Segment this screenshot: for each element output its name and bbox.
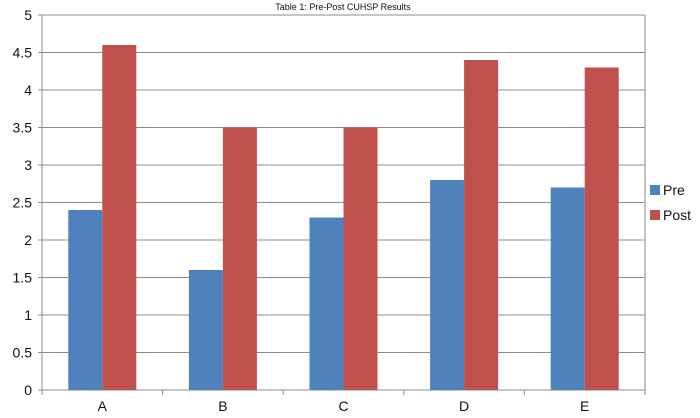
y-tick-label: 1 bbox=[24, 307, 32, 323]
bar-pre-a bbox=[68, 210, 103, 390]
y-tick-label: 4.5 bbox=[13, 45, 33, 61]
bar-pre-c bbox=[309, 217, 344, 390]
bar-pre-d bbox=[430, 180, 465, 390]
legend-label-pre: Pre bbox=[663, 182, 685, 198]
y-tick-label: 3 bbox=[24, 157, 32, 173]
bar-post-a bbox=[102, 45, 137, 390]
y-tick-label: 2.5 bbox=[13, 195, 33, 211]
bar-post-e bbox=[584, 67, 619, 390]
y-tick-label: 1.5 bbox=[13, 270, 33, 286]
chart-title: Table 1: Pre-Post CUHSP Results bbox=[275, 2, 411, 12]
bar-pre-e bbox=[550, 187, 585, 390]
x-category-label: C bbox=[338, 398, 348, 414]
legend-swatch-post bbox=[650, 210, 660, 220]
bar-post-b bbox=[222, 127, 257, 390]
x-category-label: D bbox=[459, 398, 469, 414]
y-tick-label: 2 bbox=[24, 232, 32, 248]
x-category-label: E bbox=[580, 398, 589, 414]
bar-post-d bbox=[464, 60, 499, 390]
legend-swatch-pre bbox=[650, 185, 660, 195]
y-tick-label: 0 bbox=[24, 382, 32, 398]
x-category-label: A bbox=[98, 398, 108, 414]
x-category-label: B bbox=[218, 398, 227, 414]
y-tick-label: 3.5 bbox=[13, 120, 33, 136]
y-tick-label: 5 bbox=[24, 7, 32, 23]
legend-label-post: Post bbox=[663, 207, 691, 223]
y-tick-label: 4 bbox=[24, 82, 32, 98]
y-tick-label: 0.5 bbox=[13, 345, 33, 361]
legend: Pre Post bbox=[650, 182, 691, 223]
bar-post-c bbox=[343, 127, 378, 390]
plot-area: 0 0.5 1 1.5 2 2.5 3 3.5 4 4.5 5 A B C D E bbox=[13, 7, 646, 414]
bar-pre-b bbox=[188, 270, 223, 390]
